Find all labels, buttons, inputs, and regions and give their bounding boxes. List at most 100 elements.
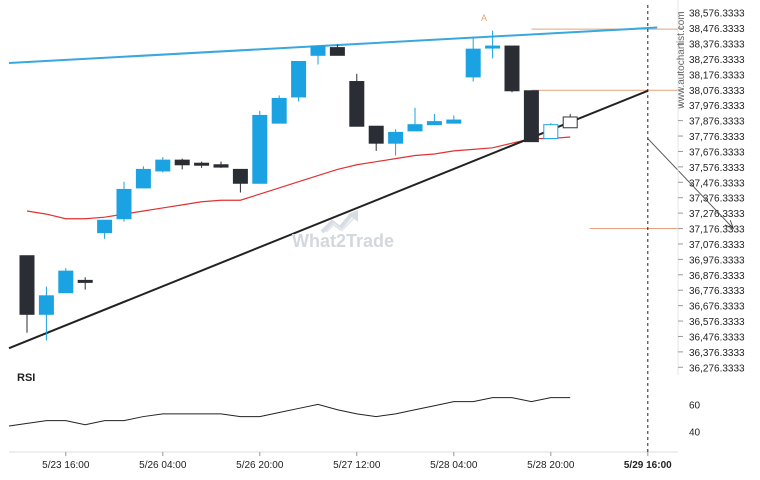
price-tick-label: 37,976.3333 (689, 101, 745, 112)
price-tick-label: 36,476.3333 (689, 332, 745, 343)
candle (271, 95, 287, 124)
candle (562, 113, 578, 129)
candle-body (368, 125, 384, 144)
candle-body (194, 162, 210, 166)
rsi-line (8, 397, 571, 427)
candle-body (58, 270, 74, 294)
time-tick-label: 5/26 20:00 (236, 460, 284, 471)
candle-body (485, 45, 501, 49)
price-pane (8, 26, 735, 350)
candle-body (329, 47, 345, 56)
price-tick-label: 38,376.3333 (689, 40, 745, 51)
price-axis: 38,576.3333 38,476.3333 38,376.3333 38,276.… (677, 0, 745, 375)
projection-arrowhead-icon (724, 219, 735, 230)
candle (291, 60, 307, 102)
candle-body (562, 116, 578, 129)
candle-body (252, 114, 268, 184)
price-tick-label: 38,076.3333 (689, 86, 745, 97)
candle (543, 123, 559, 140)
marker-label: A (481, 13, 487, 23)
candle (58, 268, 74, 294)
candle (77, 277, 93, 290)
price-tick-label: 36,576.3333 (689, 317, 745, 328)
price-tick-label: 38,476.3333 (689, 24, 745, 35)
candle-body (465, 48, 481, 78)
candle-body (291, 60, 307, 98)
price-tick-label: 36,776.3333 (689, 286, 745, 297)
time-tick-label: 5/28 04:00 (430, 460, 478, 471)
rsi-tick-label: 40 (689, 427, 701, 438)
candle-body (388, 131, 404, 144)
candle (116, 181, 132, 222)
candle (174, 158, 190, 170)
price-tick-label: 36,376.3333 (689, 348, 745, 359)
candle (504, 45, 520, 93)
candle (523, 90, 539, 143)
candle (465, 36, 481, 82)
candle-body (271, 97, 287, 124)
price-tick-label: 36,676.3333 (689, 302, 745, 313)
candle (38, 286, 54, 341)
candle-body (38, 295, 54, 315)
watermark: What2Trade www.autochartist.com (292, 11, 687, 251)
candle (368, 125, 384, 151)
candle-body (97, 219, 113, 234)
price-tick-label: 37,176.3333 (689, 225, 745, 236)
price-tick-label: 38,576.3333 (689, 9, 745, 20)
price-tick-label: 37,876.3333 (689, 117, 745, 128)
candle (252, 110, 268, 184)
candle-body (116, 188, 132, 220)
candle (310, 45, 326, 65)
price-tick-label: 37,676.3333 (689, 147, 745, 158)
candle-body (174, 159, 190, 166)
watermark-brand: What2Trade (292, 231, 394, 251)
price-tick-label: 37,276.3333 (689, 209, 745, 220)
candle (426, 113, 442, 126)
rsi-tick-label: 60 (689, 400, 701, 411)
candle-body (19, 255, 35, 315)
what2trade-logo-icon (320, 210, 358, 234)
candle (97, 219, 113, 239)
candle (349, 73, 365, 127)
moving-average-line (26, 136, 571, 220)
candle-body (135, 168, 151, 189)
candle-body (155, 159, 171, 172)
candle-body (77, 279, 93, 283)
candle (232, 168, 248, 193)
candle-body (232, 168, 248, 184)
price-tick-label: 37,776.3333 (689, 132, 745, 143)
resistance-line (8, 26, 658, 65)
candle-body (407, 124, 423, 132)
price-tick-label: 38,176.3333 (689, 70, 745, 81)
time-axis: 5/23 16:00 5/26 04:00 5/26 20:00 5/27 12:00… (9, 5, 678, 471)
candle (155, 157, 171, 173)
price-tick-label: 37,376.3333 (689, 194, 745, 205)
price-tick-label: 37,076.3333 (689, 240, 745, 251)
price-tick-label: 37,476.3333 (689, 178, 745, 189)
support-line (8, 89, 649, 350)
price-tick-label: 36,976.3333 (689, 255, 745, 266)
rsi-label: RSI (17, 372, 35, 384)
candle (329, 44, 345, 56)
candle (485, 30, 501, 59)
candle-body (523, 90, 539, 143)
time-tick-label: 5/23 16:00 (42, 460, 90, 471)
candle (388, 129, 404, 156)
candle (135, 166, 151, 189)
time-tick-label: 5/26 04:00 (139, 460, 187, 471)
watermark-site: www.autochartist.com (676, 11, 687, 109)
price-tick-label: 38,276.3333 (689, 55, 745, 66)
candle-body (310, 45, 326, 56)
candle-body (349, 81, 365, 127)
candle-body (446, 119, 462, 124)
rsi-pane: 60 40 (8, 397, 701, 438)
time-tick-label: 5/29 16:00 (624, 460, 672, 471)
candle (446, 115, 462, 124)
price-tick-label: 37,576.3333 (689, 163, 745, 174)
candle (19, 255, 35, 333)
candle-body (213, 164, 229, 168)
price-tick-label: 36,876.3333 (689, 271, 745, 282)
time-tick-label: 5/27 12:00 (333, 460, 381, 471)
